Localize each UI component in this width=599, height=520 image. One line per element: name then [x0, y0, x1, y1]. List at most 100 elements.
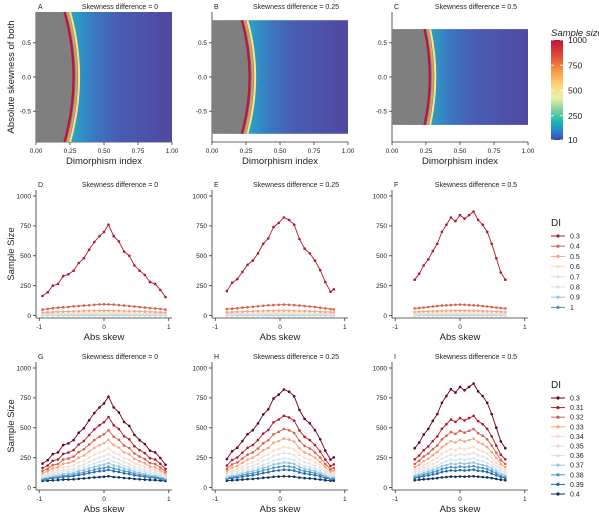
data-point	[476, 304, 480, 307]
data-point	[277, 458, 281, 461]
data-point	[148, 470, 152, 474]
series-line-0_38	[226, 465, 334, 479]
data-point	[98, 467, 101, 470]
data-point	[308, 422, 312, 425]
panel-title: Skewness difference = 0.5	[435, 4, 517, 11]
data-point	[272, 469, 275, 473]
data-point	[98, 475, 101, 479]
panel-E: -1 0 1 0 250 500 750 1000 Abs skew Skewness diffe…	[193, 182, 348, 343]
data-point	[122, 304, 126, 307]
data-point	[485, 311, 489, 315]
di-legend-label: 0.36	[570, 453, 584, 460]
data-point	[102, 475, 106, 479]
data-point	[282, 309, 286, 312]
data-point	[261, 432, 265, 435]
data-point	[256, 458, 260, 462]
di-legend-item: 0.4	[551, 492, 580, 499]
data-point	[282, 311, 286, 315]
series-0_36	[413, 457, 507, 476]
data-point	[112, 456, 115, 459]
data-point	[112, 475, 115, 479]
data-point	[107, 465, 110, 469]
data-point	[133, 452, 136, 455]
data-point	[481, 309, 485, 313]
x-axis-label: Abs skew	[84, 332, 125, 343]
data-point	[490, 435, 494, 438]
data-point	[490, 312, 494, 315]
data-point	[272, 441, 275, 445]
x-tick-label: -1	[212, 496, 218, 503]
data-point	[272, 466, 275, 470]
data-point	[495, 464, 498, 468]
panel-B: 0.00 0.25 0.50 0.75 1.00 -0.5 0.0 0.5 Dimorphism…	[196, 4, 355, 167]
y-tick-label: 500	[376, 253, 387, 260]
data-point	[46, 464, 49, 467]
series-0_33	[413, 437, 507, 469]
data-point	[102, 420, 106, 424]
data-point	[504, 465, 507, 469]
data-point	[82, 468, 86, 472]
data-point	[324, 449, 327, 452]
di-legend-label: 0.6	[570, 264, 580, 271]
data-point	[153, 451, 157, 454]
data-point	[246, 474, 249, 478]
series-0_4	[413, 303, 507, 310]
data-point	[267, 462, 270, 465]
di-legend-item: 0.9	[551, 295, 580, 302]
data-point	[102, 469, 106, 473]
data-point	[476, 419, 480, 423]
data-point	[225, 289, 229, 293]
y-tick-label: -0.5	[196, 109, 208, 116]
data-point	[422, 466, 426, 470]
data-point	[277, 447, 281, 451]
data-point	[440, 427, 444, 431]
data-point	[292, 419, 296, 423]
data-point	[458, 457, 462, 461]
data-point	[87, 248, 91, 252]
data-point	[51, 284, 55, 288]
data-point	[413, 278, 417, 282]
di-legend-item: 0.34	[551, 434, 584, 441]
heatmap-boundary-high	[63, 11, 75, 143]
data-point	[67, 472, 70, 475]
heatmap-grey-region	[212, 20, 250, 134]
data-point	[272, 463, 275, 466]
data-point	[138, 469, 141, 473]
data-point	[82, 454, 86, 457]
data-point	[117, 309, 121, 313]
data-point	[440, 465, 444, 468]
data-point	[431, 305, 435, 308]
data-point	[449, 469, 453, 472]
data-point	[251, 305, 255, 309]
data-point	[261, 311, 265, 315]
data-point	[313, 451, 317, 454]
data-point	[102, 455, 106, 458]
data-point	[427, 310, 430, 313]
data-point	[251, 311, 255, 315]
data-point	[225, 472, 229, 475]
data-point	[490, 412, 494, 416]
data-point	[458, 461, 462, 465]
data-point	[164, 463, 167, 467]
data-point	[458, 452, 462, 456]
data-point	[41, 473, 44, 477]
di-legend-item: 0.32	[551, 415, 584, 422]
data-point	[427, 470, 430, 473]
panel-G: -1 0 1 0 250 500 750 1000 Abs skew Sample Size Ske…	[6, 354, 172, 515]
data-point	[267, 311, 270, 315]
panel-title: Skewness difference = 0.5	[435, 354, 517, 361]
data-point	[72, 464, 75, 467]
data-point	[230, 281, 234, 285]
x-tick-label: 1	[343, 324, 347, 331]
data-point	[458, 303, 462, 306]
di-legend-label: 0.4	[570, 244, 580, 251]
data-point	[495, 256, 498, 260]
data-point	[122, 470, 126, 473]
y-tick-label: 0	[383, 313, 387, 320]
data-point	[308, 252, 312, 255]
data-point	[67, 310, 70, 313]
data-point	[417, 310, 421, 314]
data-point	[303, 311, 306, 315]
data-point	[98, 435, 101, 439]
data-point	[472, 464, 475, 468]
